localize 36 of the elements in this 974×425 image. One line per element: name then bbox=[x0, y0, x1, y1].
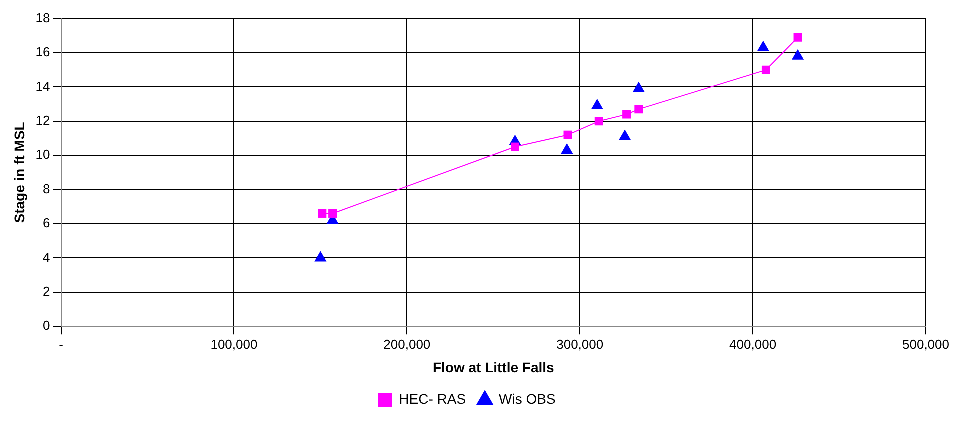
x-tick-label: 100,000 bbox=[210, 336, 258, 352]
point bbox=[564, 130, 572, 140]
point bbox=[762, 66, 770, 74]
x-tick-label: 500,000 bbox=[902, 336, 950, 352]
y-tick-label: 10 bbox=[36, 147, 50, 162]
y-axis-title: Stage in ft MSL bbox=[11, 122, 28, 224]
y-tick-label: 4 bbox=[43, 250, 50, 265]
y-tick-label: 8 bbox=[43, 181, 50, 196]
point bbox=[561, 143, 574, 154]
y-tick-label: 6 bbox=[43, 216, 50, 231]
point bbox=[594, 117, 604, 126]
y-tick-label: 12 bbox=[36, 112, 50, 128]
point bbox=[634, 105, 644, 114]
x-tick-label: - bbox=[59, 336, 64, 352]
point bbox=[619, 130, 632, 140]
y-tick-label: 2 bbox=[43, 284, 50, 299]
x-tick-label: 200,000 bbox=[384, 336, 431, 352]
point bbox=[328, 210, 338, 218]
point bbox=[314, 251, 327, 262]
y-tick-label: 18 bbox=[36, 10, 50, 26]
point bbox=[622, 110, 632, 119]
legend-label: HEC- RAS bbox=[399, 390, 466, 407]
y-tick-label: 14 bbox=[36, 78, 50, 94]
point bbox=[792, 49, 804, 60]
point bbox=[757, 40, 770, 52]
point bbox=[591, 99, 604, 110]
point bbox=[632, 82, 645, 92]
legend-label: Wis OBS bbox=[499, 390, 556, 407]
point bbox=[511, 142, 520, 152]
point bbox=[318, 210, 327, 218]
y-tick-label: 16 bbox=[36, 44, 50, 60]
point bbox=[794, 33, 802, 42]
x-axis-title: Flow at Little Falls bbox=[432, 359, 555, 376]
y-tick-label: 0 bbox=[43, 318, 50, 334]
x-tick-label: 300,000 bbox=[556, 336, 604, 352]
x-tick-label: 400,000 bbox=[730, 336, 777, 352]
